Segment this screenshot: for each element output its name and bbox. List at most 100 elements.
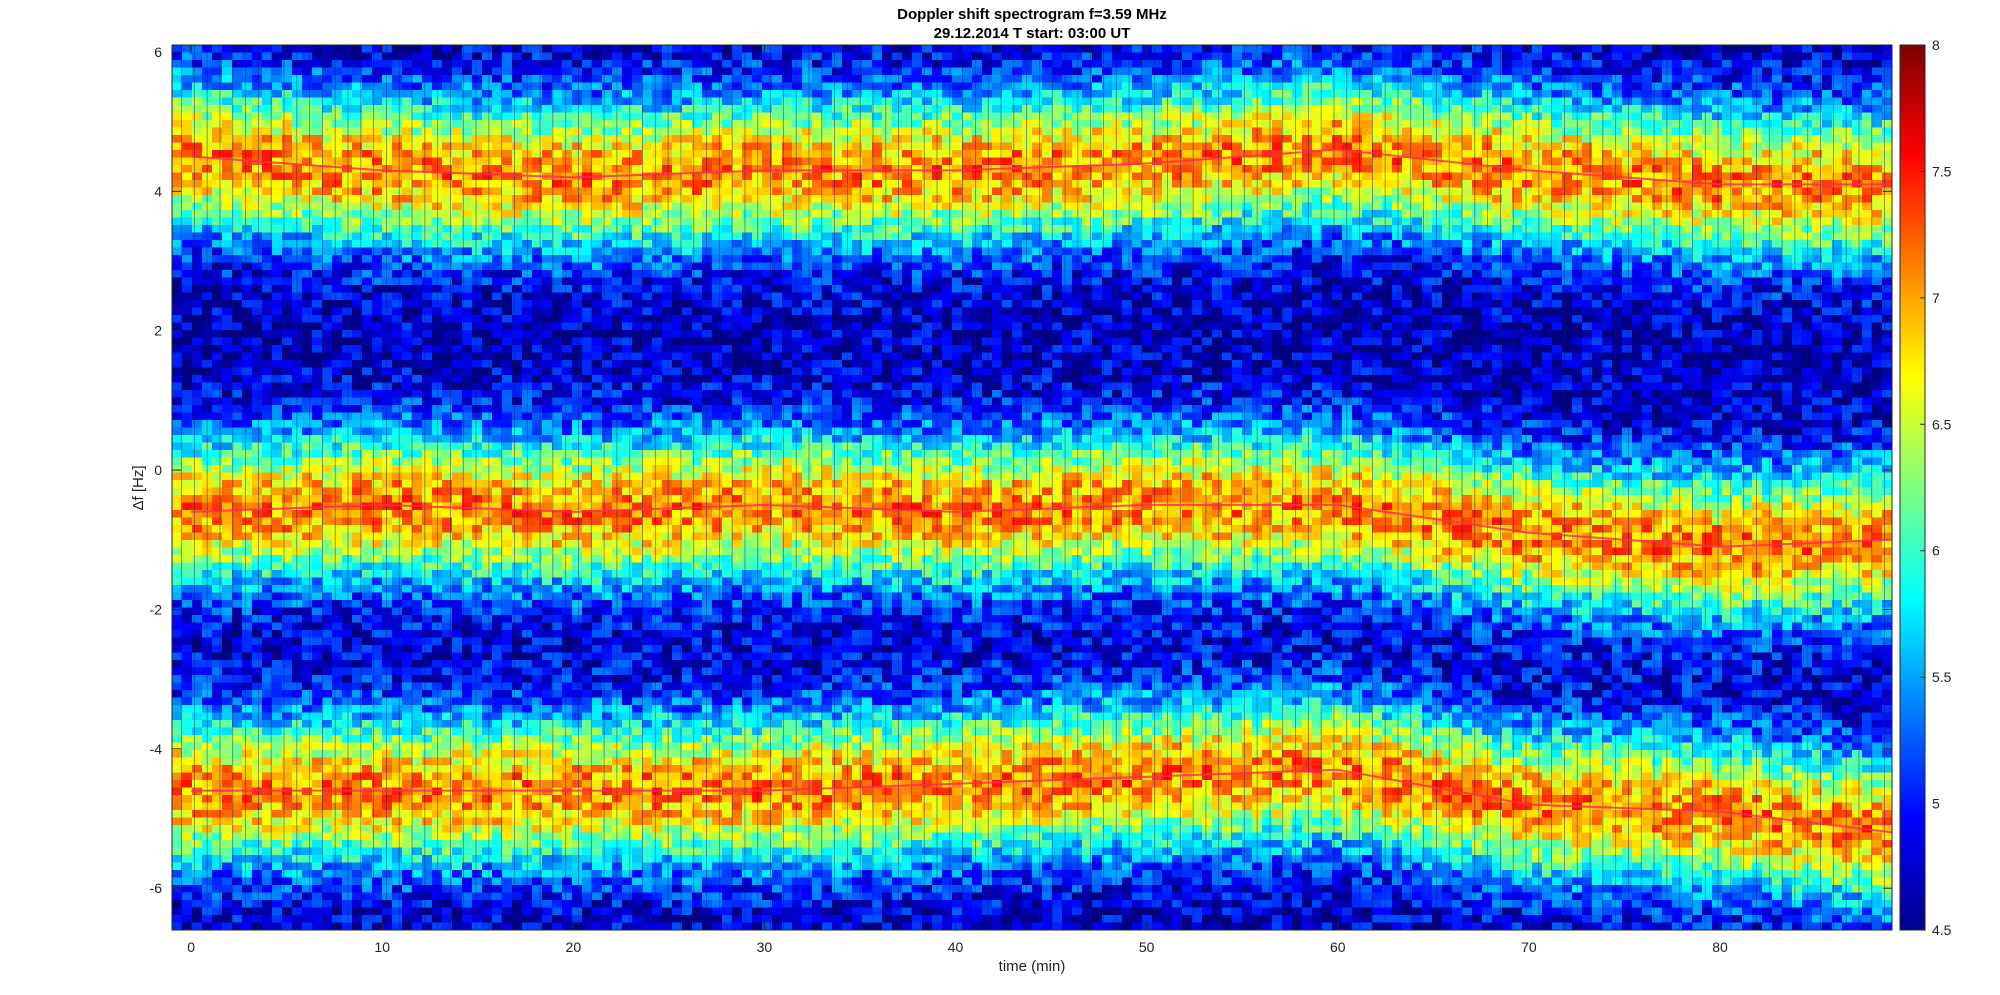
heatmap-cell xyxy=(552,645,563,654)
heatmap-cell xyxy=(552,660,563,669)
chart-subtitle: 29.12.2014 T start: 03:00 UT xyxy=(934,25,1131,42)
heatmap-cell xyxy=(272,397,283,406)
heatmap-cell xyxy=(572,570,583,579)
heatmap-cell xyxy=(352,375,363,384)
heatmap-cell xyxy=(352,877,363,886)
heatmap-cell xyxy=(542,817,553,826)
heatmap-cell xyxy=(532,675,543,684)
heatmap-cell xyxy=(382,180,393,189)
heatmap-cell xyxy=(272,525,283,534)
heatmap-cell xyxy=(452,382,463,391)
heatmap-cell xyxy=(242,255,253,264)
heatmap-cell xyxy=(332,750,343,759)
heatmap-cell xyxy=(492,420,503,429)
heatmap-cell xyxy=(412,262,423,271)
heatmap-cell xyxy=(232,247,243,256)
heatmap-cell xyxy=(212,435,223,444)
heatmap-cell xyxy=(172,780,183,789)
heatmap-cell xyxy=(262,390,273,399)
heatmap-cell xyxy=(232,352,243,361)
heatmap-cell xyxy=(442,157,453,166)
heatmap-cell xyxy=(592,120,603,129)
heatmap-cell xyxy=(242,300,253,309)
heatmap-cell xyxy=(542,645,553,654)
heatmap-cell xyxy=(332,690,343,699)
heatmap-cell xyxy=(472,427,483,436)
heatmap-cell xyxy=(372,232,383,241)
heatmap-cell xyxy=(442,817,453,826)
heatmap-cell xyxy=(582,480,593,489)
heatmap-cell xyxy=(442,277,453,286)
heatmap-cell xyxy=(172,150,183,159)
heatmap-cell xyxy=(402,82,413,91)
heatmap-cell xyxy=(352,540,363,549)
heatmap-cell xyxy=(302,615,313,624)
heatmap-cell xyxy=(382,360,393,369)
heatmap-cell xyxy=(462,832,473,841)
heatmap-cell xyxy=(232,255,243,264)
heatmap-cell xyxy=(172,847,183,856)
heatmap-cell xyxy=(352,555,363,564)
heatmap-cell xyxy=(512,435,523,444)
heatmap-cell xyxy=(282,465,293,474)
heatmap-cell xyxy=(252,682,263,691)
heatmap-cell xyxy=(472,540,483,549)
heatmap-cell xyxy=(342,495,353,504)
heatmap-cell xyxy=(272,637,283,646)
heatmap-cell xyxy=(462,45,473,54)
heatmap-cell xyxy=(462,480,473,489)
heatmap-cell xyxy=(442,682,453,691)
heatmap-cell xyxy=(592,165,603,174)
heatmap-cell xyxy=(422,247,433,256)
heatmap-cell xyxy=(532,727,543,736)
heatmap-cell xyxy=(272,900,283,909)
heatmap-cell xyxy=(382,420,393,429)
heatmap-cell xyxy=(582,120,593,129)
heatmap-cell xyxy=(272,780,283,789)
heatmap-cell xyxy=(422,885,433,894)
heatmap-cell xyxy=(372,90,383,99)
heatmap-cell xyxy=(262,352,273,361)
heatmap-cell xyxy=(512,180,523,189)
heatmap-cell xyxy=(472,277,483,286)
heatmap-cell xyxy=(212,802,223,811)
heatmap-cell xyxy=(462,292,473,301)
heatmap-cell xyxy=(212,682,223,691)
heatmap-cell xyxy=(512,727,523,736)
heatmap-cell xyxy=(512,810,523,819)
heatmap-cell xyxy=(372,712,383,721)
heatmap-cell xyxy=(292,435,303,444)
heatmap-cell xyxy=(452,472,463,481)
heatmap-cell xyxy=(222,405,233,414)
heatmap-cell xyxy=(352,907,363,916)
heatmap-cell xyxy=(472,817,483,826)
heatmap-cell xyxy=(542,855,553,864)
heatmap-cell xyxy=(372,60,383,69)
heatmap-cell xyxy=(572,165,583,174)
heatmap-cell xyxy=(232,705,243,714)
heatmap-cell xyxy=(172,367,183,376)
heatmap-cell xyxy=(342,427,353,436)
heatmap-cell xyxy=(402,532,413,541)
heatmap-cell xyxy=(332,795,343,804)
heatmap-cell xyxy=(482,322,493,331)
heatmap-cell xyxy=(192,840,203,849)
heatmap-cell xyxy=(502,367,513,376)
heatmap-cell xyxy=(502,922,513,930)
heatmap-cell xyxy=(272,540,283,549)
heatmap-cell xyxy=(412,315,423,324)
heatmap-cell xyxy=(552,757,563,766)
heatmap-cell xyxy=(382,840,393,849)
heatmap-cell xyxy=(222,270,233,279)
heatmap-cell xyxy=(182,352,193,361)
heatmap-cell xyxy=(392,877,403,886)
heatmap-cell xyxy=(402,135,413,144)
heatmap-cell xyxy=(502,480,513,489)
heatmap-cell xyxy=(452,870,463,879)
heatmap-cell xyxy=(352,232,363,241)
heatmap-cell xyxy=(422,240,433,249)
heatmap-cell xyxy=(542,562,553,571)
heatmap-cell xyxy=(462,600,473,609)
heatmap-cell xyxy=(232,105,243,114)
heatmap-cell xyxy=(572,922,583,930)
